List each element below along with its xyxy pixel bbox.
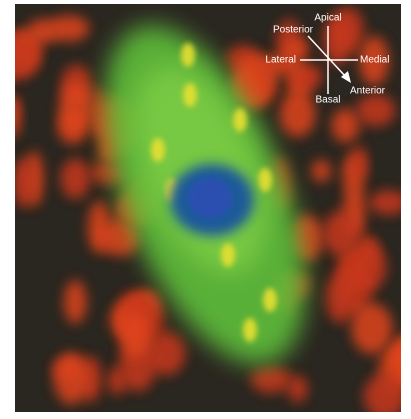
yellow-blob [151,138,165,162]
red-blob [369,190,401,215]
label: Posterior [273,25,314,36]
compass: Apical Posterior Lateral Medial Basal An… [265,13,389,106]
red-blob [53,352,90,405]
yellow-blob [243,318,257,342]
red-blob [331,108,360,143]
yellow-blob [181,43,195,67]
red-blob [363,373,401,412]
yellow-blob [183,83,197,107]
red-blob [351,302,393,354]
axis-line [307,35,347,78]
yellow-blob [263,288,277,312]
yellow-blob [233,108,247,132]
red-blob [15,157,36,207]
red-stain [0,6,401,412]
red-blob [325,271,355,324]
red-blob [284,39,310,60]
yellow-blob [221,243,235,267]
red-blob [350,145,368,177]
red-blob [48,15,90,42]
red-blob [322,211,361,257]
red-blob [98,218,142,257]
red-blob [146,331,186,376]
label: Basal [315,95,340,106]
red-blob [58,82,93,132]
nucleus-core [188,178,232,218]
red-blob [279,91,316,137]
red-blob [323,16,352,65]
red-blob [26,19,59,45]
red-blob [60,158,91,199]
red-blob [250,366,292,394]
label: Lateral [265,55,296,66]
red-blob [15,31,41,80]
yellow-spots [151,43,277,342]
red-blob [119,312,150,358]
red-blob [287,375,308,403]
label: Anterior [350,86,386,97]
yellow-blob [258,168,272,192]
red-blob [15,101,17,116]
red-blob [15,96,21,137]
red-blob [63,280,87,324]
label: Medial [360,55,389,66]
label: Apical [314,13,341,24]
red-blob [0,61,14,84]
red-blob [356,94,396,127]
red-blob [392,339,401,382]
red-blob [311,159,331,183]
arrow-head [341,71,351,83]
red-blob [357,234,378,267]
red-blob [358,36,390,86]
